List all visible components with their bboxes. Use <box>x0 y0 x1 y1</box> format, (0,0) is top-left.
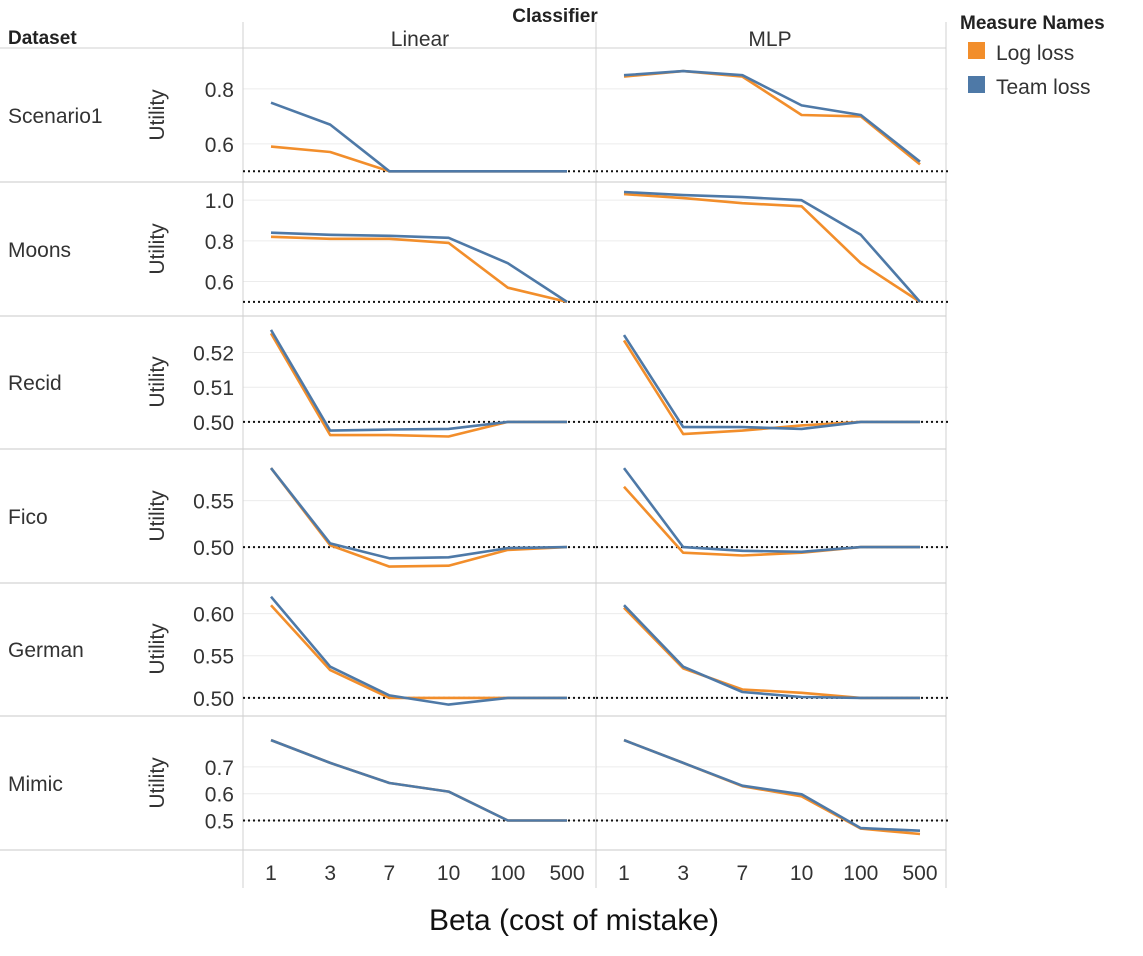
row-label: Mimic <box>8 773 63 796</box>
series-layer <box>269 69 921 836</box>
legend-swatch-team-loss <box>968 76 985 93</box>
series-line-team-loss <box>622 334 920 431</box>
x-tick-label: 100 <box>490 862 525 885</box>
y-tick-label: 0.50 <box>193 412 234 435</box>
series-line-team-loss <box>270 231 568 303</box>
series-line-log-loss <box>270 235 568 304</box>
row-label: Scenario1 <box>8 105 103 128</box>
series-line-team-loss <box>623 604 920 700</box>
text-layer: Classifier Dataset Linear MLP Beta (cost… <box>8 6 1105 937</box>
legend-title: Measure Names <box>960 13 1105 34</box>
y-axis-title: Utility <box>146 89 169 141</box>
series-line-team-loss <box>270 101 567 173</box>
series-line-team-loss <box>269 329 567 432</box>
x-tick-label: 500 <box>902 862 937 885</box>
series-line-team-loss <box>622 467 920 554</box>
y-tick-label: 0.7 <box>205 757 234 780</box>
series-line-log-loss <box>270 145 567 173</box>
frame-layer <box>0 22 947 888</box>
y-axis-title: Utility <box>146 623 169 675</box>
row-label: Recid <box>8 372 62 395</box>
row-label: Moons <box>8 239 71 262</box>
x-tick-label: 3 <box>324 862 336 885</box>
y-axis-title: Utility <box>146 223 169 275</box>
x-tick-label: 7 <box>384 862 396 885</box>
y-axis-title: Utility <box>146 356 169 408</box>
legend-label-log-loss: Log loss <box>996 42 1074 65</box>
y-tick-label: 0.5 <box>205 811 234 834</box>
series-line-team-loss <box>623 738 921 832</box>
x-tick-label: 500 <box>549 862 584 885</box>
y-tick-label: 0.55 <box>193 491 234 514</box>
series-line-team-loss <box>270 595 567 706</box>
legend-swatch-log-loss <box>968 42 985 59</box>
row-label: Fico <box>8 506 48 529</box>
series-line-team-loss <box>623 190 921 303</box>
x-tick-label: 1 <box>265 862 277 885</box>
y-tick-label: 0.51 <box>193 377 234 400</box>
x-tick-label: 3 <box>677 862 689 885</box>
y-tick-label: 0.52 <box>193 343 234 366</box>
series-line-team-loss <box>623 69 921 163</box>
legend-label-team-loss: Team loss <box>996 76 1091 99</box>
series-line-team-loss <box>269 467 568 560</box>
series-line-log-loss <box>270 604 567 700</box>
row-header: Dataset <box>8 28 77 49</box>
chart-title: Classifier <box>512 6 598 27</box>
y-tick-label: 0.6 <box>205 272 234 295</box>
y-tick-label: 0.8 <box>205 231 234 254</box>
y-tick-label: 0.55 <box>193 646 234 669</box>
column-header-mlp: MLP <box>748 28 791 51</box>
y-tick-label: 1.0 <box>205 190 234 213</box>
y-axis-title: Utility <box>146 757 169 809</box>
column-header-linear: Linear <box>391 28 449 51</box>
y-tick-label: 0.6 <box>205 784 234 807</box>
y-tick-label: 0.50 <box>193 537 234 560</box>
series-line-log-loss <box>623 192 921 303</box>
y-tick-label: 0.8 <box>205 79 234 102</box>
y-tick-label: 0.60 <box>193 604 234 627</box>
series-line-team-loss <box>270 738 567 822</box>
x-tick-label: 7 <box>737 862 749 885</box>
series-line-log-loss <box>270 738 567 822</box>
x-tick-label: 100 <box>843 862 878 885</box>
x-axis-title: Beta (cost of mistake) <box>429 904 719 937</box>
series-line-log-loss <box>623 485 920 557</box>
series-line-log-loss <box>269 467 568 568</box>
series-line-log-loss <box>623 69 921 166</box>
x-tick-label: 1 <box>618 862 630 885</box>
y-tick-label: 0.50 <box>193 688 234 711</box>
x-tick-label: 10 <box>437 862 460 885</box>
x-tick-label: 10 <box>790 862 813 885</box>
y-tick-label: 0.6 <box>205 134 234 157</box>
y-axis-title: Utility <box>146 490 169 542</box>
row-label: German <box>8 639 84 662</box>
